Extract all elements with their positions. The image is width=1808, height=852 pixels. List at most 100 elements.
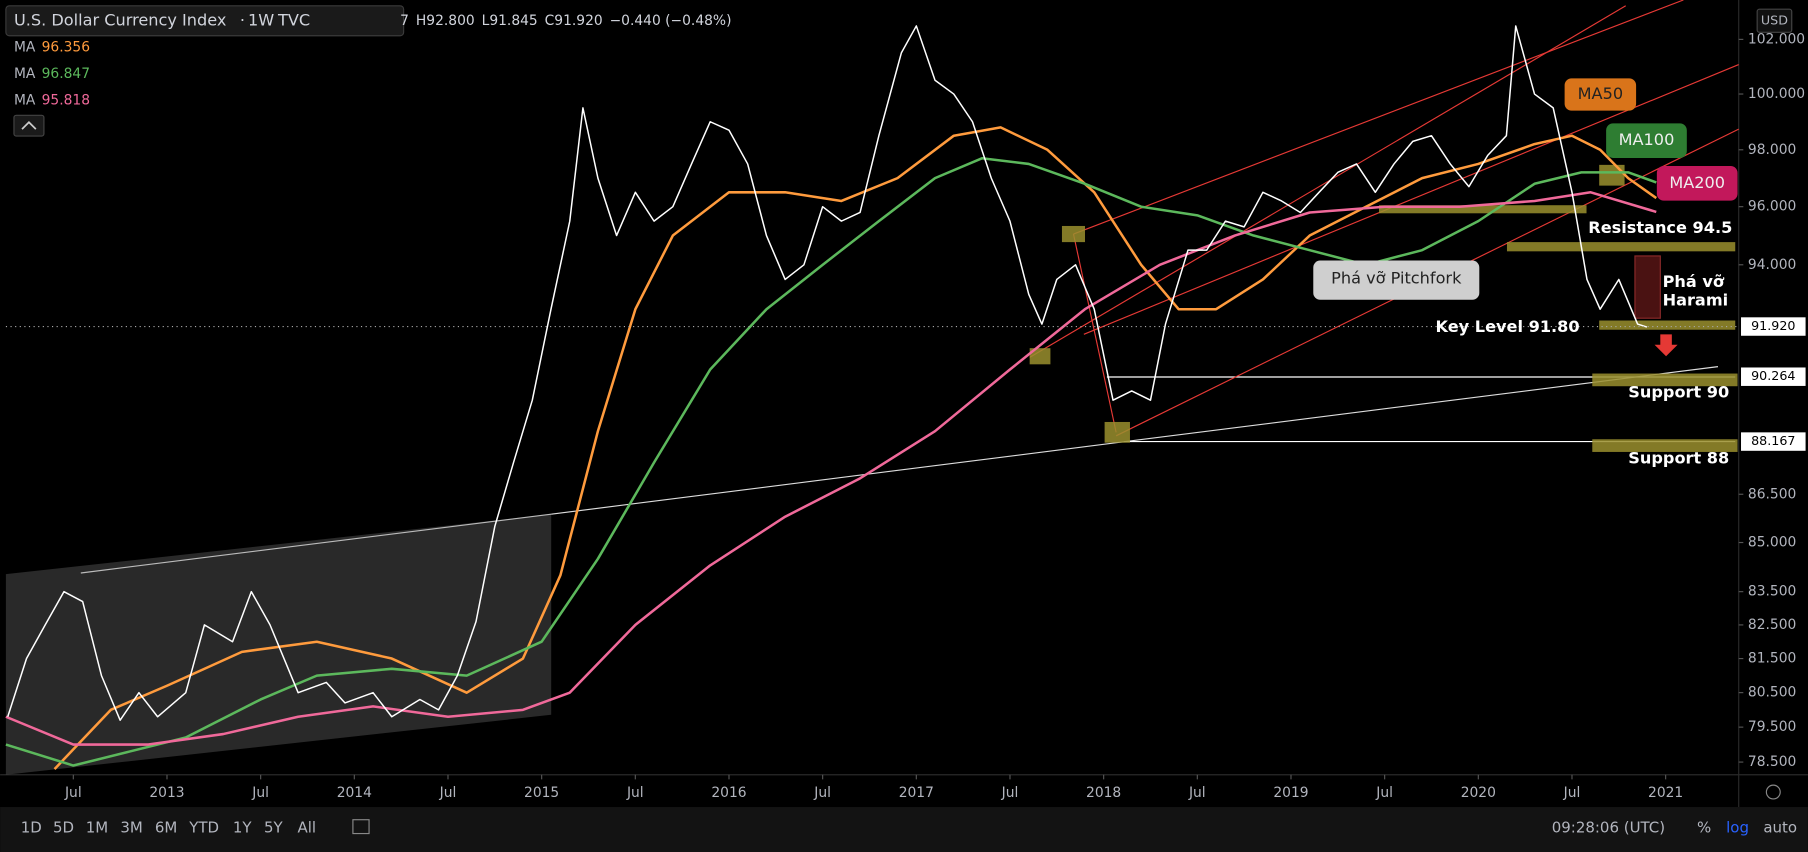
- level-band: [1378, 205, 1587, 214]
- y-tick-label: 80.500: [1748, 685, 1796, 701]
- header-box: [5, 5, 405, 37]
- pitchfork-line: [1073, 0, 1684, 235]
- y-tick-label: 79.500: [1748, 719, 1796, 735]
- collapse-button[interactable]: [13, 114, 45, 137]
- x-tick-label: 2015: [524, 785, 559, 801]
- annotation: Harami: [1663, 290, 1729, 309]
- range-button[interactable]: 3M: [120, 818, 142, 836]
- trend-line: [551, 366, 1719, 515]
- plot: 102.000 100.000 98.000 96.000 94.000 86.500 85…: [5, 25, 1806, 801]
- annotation: Phá vỡ: [1663, 272, 1725, 291]
- annotation: MA200: [1669, 173, 1725, 192]
- scale-option[interactable]: auto: [1763, 818, 1797, 836]
- y-tick-label: 82.500: [1748, 617, 1796, 633]
- settings-icon[interactable]: [1765, 784, 1781, 800]
- annotation: MA50: [1578, 84, 1623, 103]
- range-button[interactable]: 1D: [21, 818, 42, 836]
- x-tick-label: 2021: [1648, 785, 1683, 801]
- range-button[interactable]: 1M: [86, 818, 108, 836]
- ohlc-value: 7: [400, 13, 409, 29]
- y-tick-label: 78.500: [1748, 754, 1796, 770]
- line: [7, 25, 1648, 721]
- range-button[interactable]: 5D: [53, 818, 74, 836]
- range-button[interactable]: 1Y: [233, 818, 253, 836]
- annotations: MA50 MA100 MA200 Resistance 94.5 Phá vỡ Pitc…: [1313, 78, 1738, 467]
- clock: 09:28:06 (UTC): [1552, 818, 1665, 836]
- symbol-title: U.S. Dollar Currency Index: [14, 10, 227, 29]
- annotation-box: [1606, 123, 1687, 158]
- x-tick-label: Jul: [1563, 785, 1581, 801]
- annotation-box: [1656, 166, 1738, 201]
- x-tick-label: Jul: [813, 785, 831, 801]
- scale-option[interactable]: %: [1697, 818, 1711, 836]
- toolbar: 1D 5D 1M 3M 6M YTD 1Y 5Y All 09:28:06 (UTC)% log au…: [21, 818, 1797, 836]
- legend-value: 95.818: [42, 92, 90, 108]
- marker-box: [1104, 421, 1130, 443]
- level-band: [1599, 320, 1736, 330]
- separator: ·: [240, 10, 245, 29]
- annotation: Support 88: [1628, 448, 1729, 467]
- y-tick-label: 81.500: [1748, 651, 1796, 667]
- level-tag-label: 90.264: [1751, 368, 1795, 383]
- ohlc: 7 H92.800 L91.845 C91.920 −0.440 (−0.48%): [400, 13, 731, 29]
- interval: 1W: [248, 10, 274, 29]
- line: [5, 157, 1657, 767]
- price-tag: [1741, 317, 1806, 336]
- level-band: [1592, 373, 1738, 387]
- y-tick-label: 85.000: [1748, 535, 1796, 551]
- ohlc-value: C91.920: [545, 13, 603, 29]
- ohlc-value: −0.440 (−0.48%): [610, 13, 732, 29]
- marker-box: [1599, 164, 1625, 186]
- level-tag-label: 88.167: [1751, 433, 1795, 448]
- currency: USD: [1761, 12, 1788, 27]
- ohlc-value: L91.845: [482, 13, 538, 29]
- y-tick-label: 96.000: [1748, 199, 1796, 215]
- x-tick-label: 2018: [1086, 785, 1121, 801]
- legend-value: 96.356: [42, 39, 90, 55]
- y-tick-label: 100.000: [1748, 86, 1805, 102]
- annotation: MA100: [1619, 130, 1675, 149]
- legend-name: MA: [14, 66, 36, 82]
- annotation: Key Level 91.80: [1436, 317, 1580, 336]
- x-tick-label: 2014: [337, 785, 372, 801]
- level-band: [1506, 242, 1736, 252]
- legend: MA 96.356 MA 96.847 MA 95.818: [14, 39, 90, 108]
- x-tick-label: 2013: [149, 785, 184, 801]
- annotation-box: [1564, 78, 1637, 111]
- channel-top: [80, 513, 552, 574]
- x-tick-label: 2016: [711, 785, 746, 801]
- marker-box: [1029, 348, 1051, 365]
- x-tick-label: 2019: [1273, 785, 1308, 801]
- line: [5, 191, 1657, 746]
- legend-name: MA: [14, 92, 36, 108]
- annotation: Support 90: [1628, 383, 1729, 402]
- y-tick-label: 86.500: [1748, 486, 1796, 502]
- ohlc-value: H92.800: [416, 13, 475, 29]
- price-tag-label: 91.920: [1751, 318, 1795, 333]
- scale-option[interactable]: log: [1726, 818, 1749, 836]
- collapse-icon: [21, 120, 37, 130]
- y-tick-label: 83.500: [1748, 584, 1796, 600]
- range-button[interactable]: 5Y: [264, 818, 284, 836]
- y-tick-label: 94.000: [1748, 257, 1796, 273]
- source: TVC: [277, 10, 310, 29]
- range-button[interactable]: All: [298, 818, 317, 836]
- level-band: [1592, 439, 1738, 452]
- x-tick-label: 2020: [1461, 785, 1496, 801]
- markers: [1029, 164, 1738, 452]
- y-tick-label: 102.000: [1748, 31, 1805, 47]
- bottom-toolbar: [0, 807, 1808, 852]
- down-arrow: [1654, 334, 1678, 357]
- y-tick-label: 98.000: [1748, 142, 1796, 158]
- range-button[interactable]: 6M: [155, 818, 177, 836]
- x-tick-label: Jul: [1001, 785, 1019, 801]
- range-button[interactable]: YTD: [188, 818, 219, 836]
- date-range-button[interactable]: [352, 819, 370, 835]
- legend-value: 96.847: [42, 66, 90, 82]
- level-tag: [1741, 432, 1806, 451]
- x-tick-label: Jul: [1188, 785, 1206, 801]
- x-tick-label: Jul: [64, 785, 82, 801]
- x-tick-label: Jul: [1375, 785, 1393, 801]
